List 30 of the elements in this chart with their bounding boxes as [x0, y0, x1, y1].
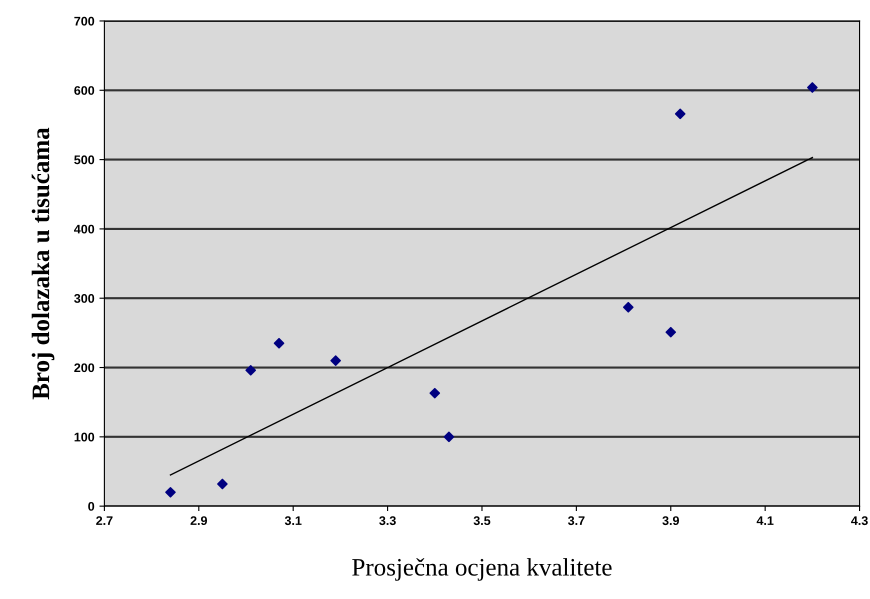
- point: [665, 326, 676, 338]
- y-tick-label: 600: [74, 86, 94, 95]
- y-tick-label: 200: [74, 363, 94, 372]
- point: [330, 355, 341, 366]
- y-tick-label: 0: [88, 502, 94, 511]
- x-tick-label: 4.3: [851, 516, 868, 526]
- point: [429, 388, 440, 398]
- x-axis-title: Prosječna ocjena kvalitete: [352, 558, 612, 581]
- x-tick-label: 3.5: [474, 516, 490, 526]
- point: [807, 82, 818, 93]
- point: [444, 432, 454, 442]
- point: [274, 338, 284, 349]
- point: [622, 302, 634, 313]
- x-tick-label: 3.9: [662, 516, 679, 526]
- point: [165, 486, 176, 498]
- x-tick-label: 3.1: [284, 516, 302, 526]
- point: [245, 365, 256, 376]
- y-tick-label: 100: [74, 432, 94, 442]
- point: [217, 478, 228, 490]
- point: [674, 108, 686, 120]
- x-tick-label: 3.7: [568, 516, 585, 526]
- x-tick-label: 4.1: [756, 516, 774, 525]
- y-tick-label: 700: [74, 16, 94, 26]
- x-tick-label: 3.3: [379, 516, 396, 526]
- y-axis-title: Broj dolazaka u tisućama: [32, 128, 54, 400]
- y-tick-label: 500: [74, 155, 94, 164]
- y-tick-label: 300: [74, 294, 94, 303]
- x-tick-label: 2.9: [190, 516, 208, 526]
- y-tick-label: 400: [74, 224, 94, 234]
- x-tick-label: 2.7: [96, 516, 113, 525]
